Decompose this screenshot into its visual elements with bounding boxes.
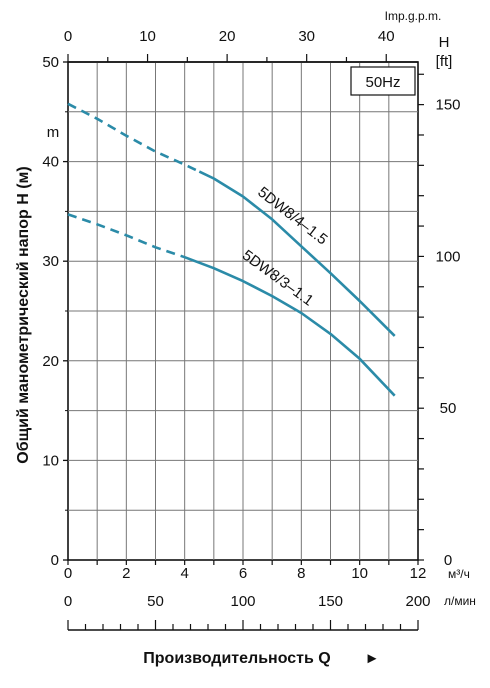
bottom-m3h-label: 6 <box>239 565 247 582</box>
top-tick-label: 10 <box>139 28 156 45</box>
bottom-lmin-label: 0 <box>64 593 72 610</box>
top-tick-label: 0 <box>64 28 72 45</box>
x-axis-title: Производительность Q <box>143 650 330 667</box>
left-axis-unit: m <box>47 124 60 141</box>
top-tick-label: 20 <box>219 28 236 45</box>
right-axis-label-unit: [ft] <box>436 53 453 70</box>
grid <box>68 62 418 560</box>
bottom-m3h-label: 2 <box>122 565 130 582</box>
curve-dashed-0 <box>67 102 200 173</box>
curve-solid-0 <box>198 170 396 337</box>
left-tick-label: 30 <box>42 253 59 270</box>
right-tick-label: 100 <box>435 248 460 265</box>
bottom-m3h-label: 4 <box>180 565 188 582</box>
curve-solid-1 <box>184 255 396 397</box>
top-tick-label: 30 <box>298 28 315 45</box>
bottom-m3h-label: 8 <box>297 565 305 582</box>
bottom-lmin-label: 100 <box>230 593 255 610</box>
left-tick-label: 10 <box>42 452 59 469</box>
right-axis-label-h: H <box>439 34 450 51</box>
top-tick-label: 40 <box>378 28 395 45</box>
left-tick-label: 0 <box>51 552 59 569</box>
bottom-m3h-label: 12 <box>410 565 427 582</box>
bottom-lmin-label: 50 <box>147 593 164 610</box>
x-unit-lmin: л/мин <box>444 594 476 608</box>
bottom-m3h-label: 10 <box>351 565 368 582</box>
top-axis-label: Imp.g.p.m. <box>385 9 442 23</box>
bottom-m3h-label: 0 <box>64 565 72 582</box>
bottom-lmin-label: 150 <box>318 593 343 610</box>
x-unit-m3h: м³/ч <box>448 567 470 581</box>
right-tick-label: 150 <box>435 97 460 114</box>
frequency-box <box>350 66 416 96</box>
x-axis-arrow: ► <box>365 650 380 667</box>
right-tick-label: 50 <box>440 400 457 417</box>
left-tick-label: 50 <box>42 54 59 71</box>
left-tick-label: 20 <box>42 353 59 370</box>
frequency-label: 50Hz <box>365 74 400 91</box>
curve-dashed-1 <box>67 213 186 259</box>
right-tick-label: 0 <box>444 552 452 569</box>
bottom-lmin-label: 200 <box>405 593 430 610</box>
y-axis-title: Общий манометрический напор H (м) <box>15 166 32 463</box>
left-tick-label: 40 <box>42 154 59 171</box>
